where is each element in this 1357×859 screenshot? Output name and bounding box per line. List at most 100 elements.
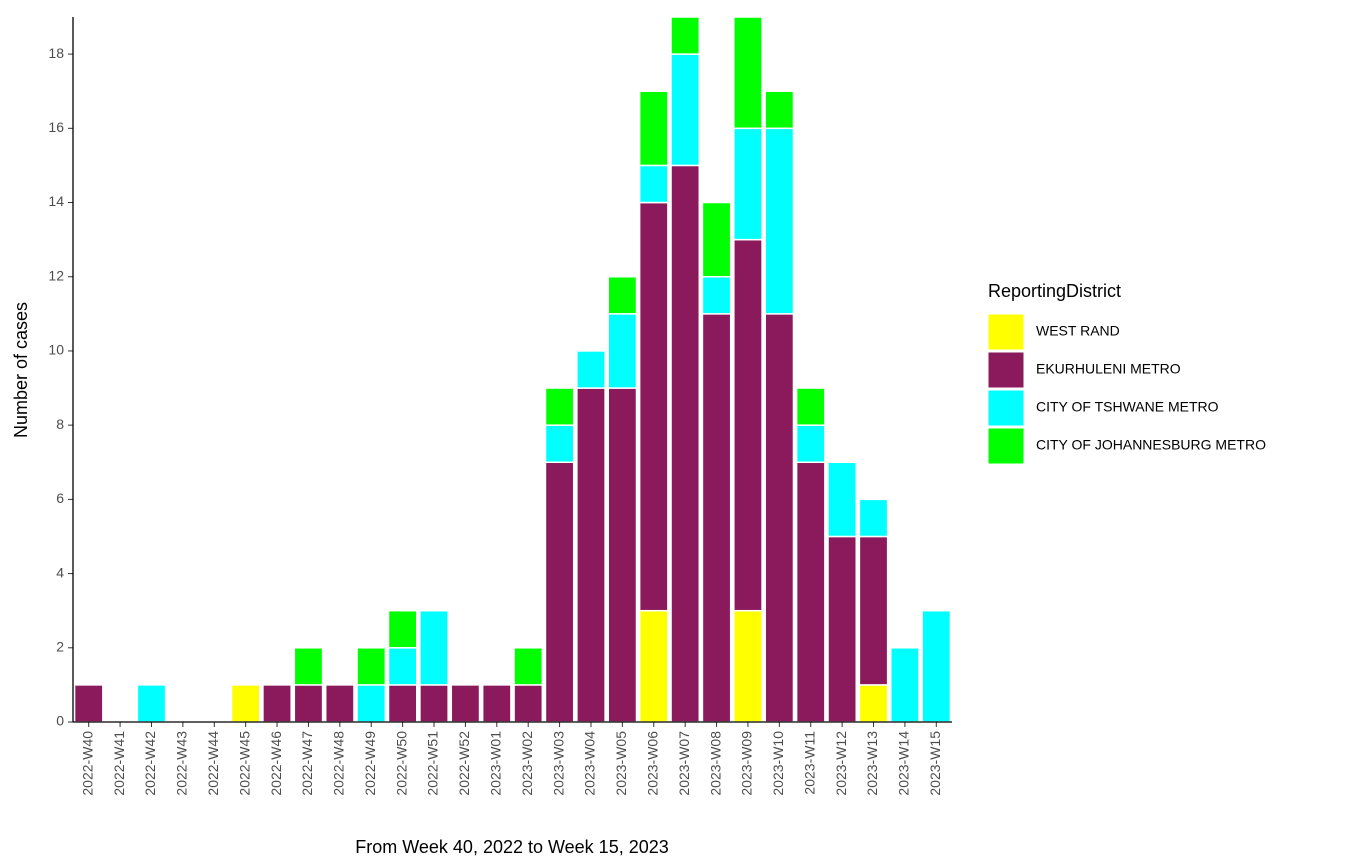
y-tick-label: 0 — [56, 713, 64, 729]
bar-segment — [544, 424, 575, 464]
x-tick-label: 2022-W47 — [299, 731, 315, 796]
bar-segment — [293, 647, 324, 686]
x-tick-label: 2022-W51 — [425, 731, 441, 796]
bar-segment — [638, 164, 669, 204]
bar-segment — [795, 461, 826, 723]
x-tick-label: 2023-W14 — [896, 731, 912, 796]
bar-segment — [764, 313, 795, 723]
y-tick-label: 16 — [48, 119, 64, 135]
legend-key — [987, 389, 1025, 427]
bar-segment — [230, 684, 261, 723]
bar-segment — [513, 684, 544, 723]
bar-segment — [324, 684, 355, 723]
y-tick-label: 2 — [56, 638, 64, 654]
x-tick-label: 2023-W08 — [707, 731, 723, 796]
x-tick-label: 2023-W06 — [644, 731, 660, 796]
bar-segment — [701, 201, 732, 278]
bar-segment — [356, 684, 387, 723]
bar-segment — [795, 424, 826, 464]
y-tick-label: 10 — [48, 342, 64, 358]
bar-segment — [890, 647, 920, 723]
x-tick-label: 2023-W05 — [613, 731, 629, 796]
y-axis-title: Number of cases — [11, 302, 31, 438]
bar-segment — [419, 684, 449, 723]
bar-segment — [701, 313, 732, 723]
bar-segment — [638, 201, 669, 612]
legend-key — [987, 313, 1025, 351]
bar-segment — [733, 127, 763, 241]
x-tick-label: 2022-W52 — [456, 731, 472, 796]
bar-segment — [670, 164, 701, 723]
y-tick-label: 14 — [48, 193, 64, 209]
bar-segment — [387, 609, 418, 649]
x-tick-label: 2023-W02 — [519, 731, 535, 796]
bar-segment — [607, 387, 638, 723]
x-tick-label: 2023-W10 — [770, 731, 786, 796]
x-tick-label: 2022-W41 — [111, 731, 127, 796]
bar-segment — [827, 461, 858, 538]
bar-segment — [921, 609, 952, 723]
y-tick-label: 8 — [56, 416, 64, 432]
bar-segment — [733, 16, 763, 130]
bar-segment — [764, 127, 795, 315]
legend-key — [987, 351, 1025, 389]
bar-segment — [858, 684, 889, 723]
y-tick-label: 6 — [56, 490, 64, 506]
bar-segment — [733, 238, 763, 612]
bar-segment — [136, 684, 167, 723]
x-tick-label: 2023-W13 — [864, 731, 880, 796]
y-tick-label: 4 — [56, 564, 64, 580]
x-tick-label: 2023-W01 — [488, 731, 504, 796]
legend-key — [987, 427, 1025, 465]
x-tick-label: 2022-W49 — [362, 731, 378, 796]
bar-segment — [795, 387, 826, 426]
x-tick-label: 2022-W42 — [142, 731, 158, 796]
x-tick-label: 2023-W09 — [739, 731, 755, 796]
bar-segment — [607, 313, 638, 389]
bar-segment — [576, 350, 606, 389]
bar-segment — [858, 535, 889, 686]
bar-segment — [638, 609, 669, 723]
bar-segment — [387, 647, 418, 686]
x-tick-label: 2023-W03 — [550, 731, 566, 796]
x-axis-title: From Week 40, 2022 to Week 15, 2023 — [355, 837, 669, 857]
x-tick-label: 2023-W07 — [676, 731, 692, 796]
x-tick-label: 2023-W11 — [801, 731, 817, 795]
x-tick-label: 2022-W50 — [393, 731, 409, 796]
bar-segment — [544, 387, 575, 426]
bar-segment — [387, 684, 418, 723]
bar-segment — [481, 684, 512, 723]
x-tick-label: 2022-W40 — [79, 731, 95, 796]
bar-segment — [858, 498, 889, 538]
bar-segment — [262, 684, 292, 723]
bar-segment — [607, 275, 638, 315]
x-tick-label: 2022-W48 — [331, 731, 347, 796]
bar-segment — [827, 535, 858, 723]
bar-segment — [544, 461, 575, 723]
bar-segment — [764, 90, 795, 130]
x-tick-label: 2023-W15 — [927, 731, 943, 796]
x-tick-label: 2023-W04 — [582, 731, 598, 796]
x-tick-label: 2022-W43 — [174, 731, 190, 796]
bar-segment — [670, 16, 701, 55]
bar-segment — [513, 647, 544, 686]
bar-segment — [701, 275, 732, 315]
bar-segment — [638, 90, 669, 167]
bar-segment — [419, 609, 449, 686]
legend-title: ReportingDistrict — [988, 281, 1121, 301]
y-tick-label: 12 — [48, 267, 64, 283]
x-tick-label: 2022-W45 — [236, 731, 252, 796]
bar-segment — [450, 684, 481, 723]
bar-segment — [73, 684, 104, 723]
y-tick-label: 18 — [48, 45, 64, 61]
legend-label: EKURHULENI METRO — [1036, 361, 1181, 377]
x-tick-label: 2022-W44 — [205, 731, 221, 796]
bar-segment — [733, 609, 763, 723]
legend-label: CITY OF JOHANNESBURG METRO — [1036, 437, 1266, 453]
legend-label: WEST RAND — [1036, 323, 1120, 339]
x-tick-label: 2023-W12 — [833, 731, 849, 796]
bar-segment — [576, 387, 606, 723]
legend-label: CITY OF TSHWANE METRO — [1036, 399, 1219, 415]
